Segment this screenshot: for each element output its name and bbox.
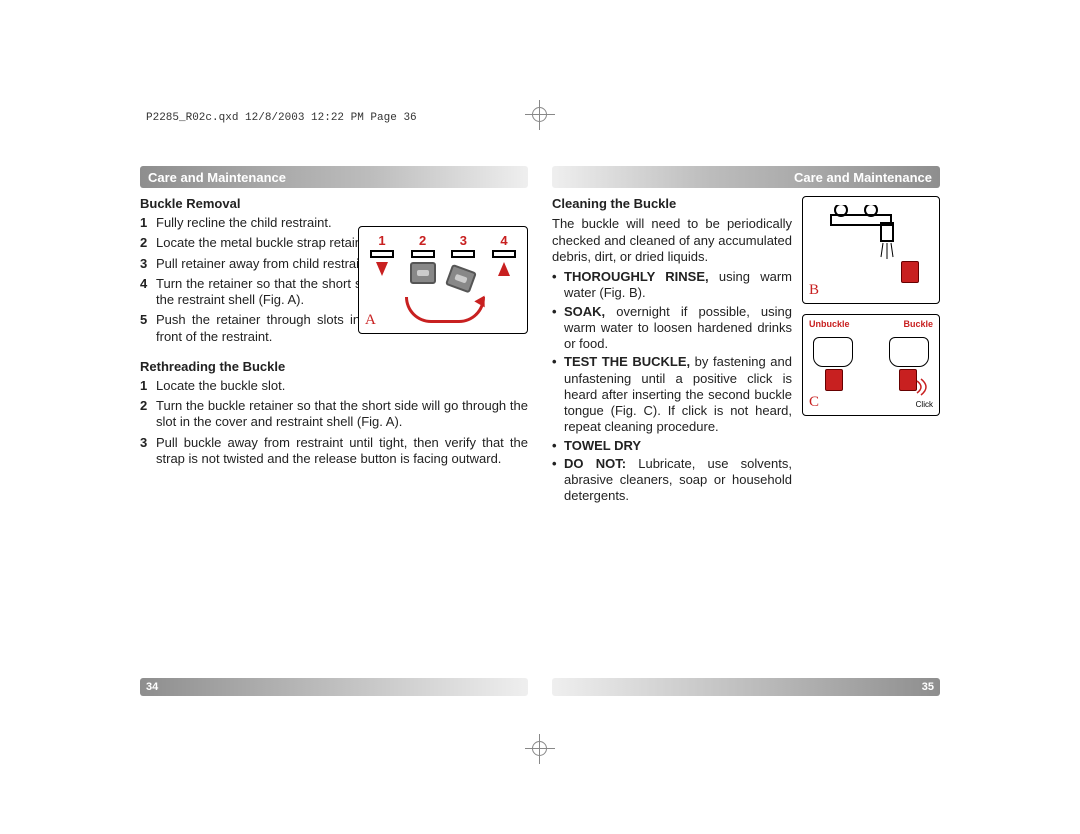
figure-a-label: A xyxy=(365,312,376,329)
heading-cleaning: Cleaning the Buckle xyxy=(552,196,792,212)
page-right: Care and Maintenance Cleaning the Buckle… xyxy=(552,166,940,696)
cleaning-intro: The buckle will need to be periodically … xyxy=(552,216,792,265)
heading-buckle-removal: Buckle Removal xyxy=(140,196,528,211)
figure-a: 1 2 3 4 A xyxy=(358,226,528,334)
page-number-right: 35 xyxy=(922,681,934,693)
title-bar-left: Care and Maintenance xyxy=(140,166,528,188)
buckle-icon xyxy=(901,261,919,283)
page-number-bar-left: 34 xyxy=(140,678,528,696)
crop-mark-top xyxy=(525,100,555,130)
figure-b: B xyxy=(802,196,940,304)
sound-icon xyxy=(915,377,935,397)
title-right: Care and Maintenance xyxy=(794,170,932,185)
faucet-icon xyxy=(821,205,921,265)
arrow-curve-icon xyxy=(405,297,485,323)
page-number-left: 34 xyxy=(146,681,158,693)
figure-b-label: B xyxy=(809,282,819,299)
title-left: Care and Maintenance xyxy=(148,170,286,185)
page-left: Care and Maintenance Buckle Removal 1Ful… xyxy=(140,166,528,696)
heading-rethreading: Rethreading the Buckle xyxy=(140,359,528,374)
figure-c-label: C xyxy=(809,394,819,411)
cleaning-bullets: •THOROUGHLY RINSE, using warm water (Fig… xyxy=(552,269,792,505)
hand-icon xyxy=(813,337,853,367)
spread: Care and Maintenance Buckle Removal 1Ful… xyxy=(140,166,940,696)
title-bar-right: Care and Maintenance xyxy=(552,166,940,188)
figure-c: Unbuckle Buckle Click C xyxy=(802,314,940,416)
unbuckle-label: Unbuckle xyxy=(809,319,850,329)
steps-rethreading: 1Locate the buckle slot. 2Turn the buckl… xyxy=(140,378,528,471)
buckle-icon xyxy=(825,369,843,391)
click-label: Click xyxy=(916,400,933,409)
crop-mark-bottom xyxy=(525,734,555,764)
hand-icon xyxy=(889,337,929,367)
page-number-bar-right: 35 xyxy=(552,678,940,696)
buckle-label: Buckle xyxy=(903,319,933,329)
file-header: P2285_R02c.qxd 12/8/2003 12:22 PM Page 3… xyxy=(146,112,417,124)
